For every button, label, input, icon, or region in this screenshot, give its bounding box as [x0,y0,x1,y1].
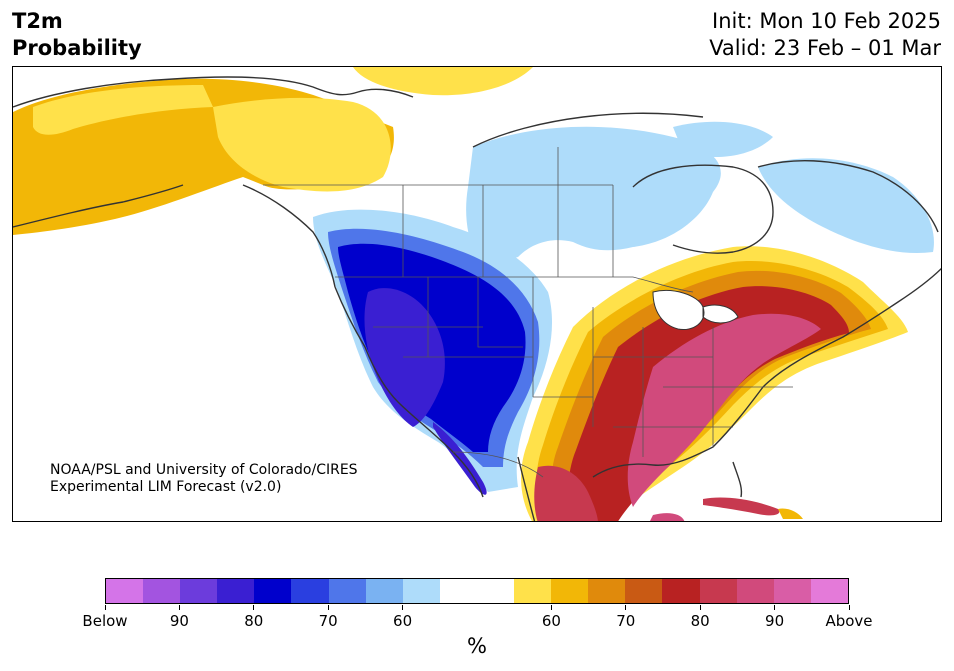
colorbar-tick-label: 90 [169,612,189,630]
great-lakes [652,290,739,331]
colorbar-segment [254,579,292,603]
colorbar-segment [476,579,515,603]
map-panel: NOAA/PSL and University of Colorado/CIRE… [12,66,942,522]
map-title: T2m Probability [12,8,142,62]
colorbar-tick-label: 70 [318,612,338,630]
colorbar-segment [514,579,552,603]
forecast-dates: Init: Mon 10 Feb 2025 Valid: 23 Feb – 01… [709,8,941,62]
mexico-red-region [534,465,598,521]
colorbar-tick [178,605,180,610]
colorbar-tick-label: Above [825,612,873,630]
title-quantity: Probability [12,36,142,60]
colorbar-units: % [467,634,487,658]
colorbar-tick [848,605,850,610]
colorbar-segment [773,579,811,603]
hispaniola-gold-region [778,508,803,519]
colorbar [105,578,849,604]
colorbar-segment [662,579,700,603]
colorbar-segment [588,579,626,603]
colorbar-tick [550,605,552,610]
colorbar-segment [291,579,329,603]
colorbar-segment [551,579,589,603]
colorbar-tick [402,605,404,610]
quebec-light-blue-region [758,158,934,253]
east-magenta-region [627,313,821,507]
colorbar-tick [104,605,106,610]
colorbar-segment [810,579,848,603]
west-violet-region [364,288,445,427]
baffin-light-blue-region [673,121,773,157]
colorbar-segment [217,579,255,603]
init-date: Init: Mon 10 Feb 2025 [712,9,941,33]
colorbar-segment [106,579,144,603]
credit-line2: Experimental LIM Forecast (v2.0) [50,479,282,495]
canada-light-blue-region [466,126,721,267]
mexico-south-magenta-region [650,513,685,521]
colorbar-tick-label: 90 [765,612,785,630]
colorbar-tick-label: 70 [616,612,636,630]
colorbar-tick-label: 60 [541,612,561,630]
alaska-pale-yellow-fringe [33,85,213,135]
credit-line1: NOAA/PSL and University of Colorado/CIRE… [50,462,358,478]
colorbar-tick-label: Below [82,612,128,630]
colorbar-segment [328,579,366,603]
colorbar-segment [699,579,737,603]
colorbar-tick-label: 60 [393,612,413,630]
probability-map [13,67,941,521]
credit-text: NOAA/PSL and University of Colorado/CIRE… [50,462,358,496]
colorbar-tick [327,605,329,610]
colorbar-segment [625,579,663,603]
colorbar-segment [736,579,774,603]
colorbar-tick-label: 80 [690,612,710,630]
political-borders [263,147,793,478]
cuba-red-region [703,497,780,516]
yukon-pale-yellow-region [213,97,391,192]
colorbar-tick [774,605,776,610]
title-variable: T2m [12,9,63,33]
colorbar-segment [180,579,218,603]
colorbar-tick-label: 80 [244,612,264,630]
colorbar-tick [625,605,627,610]
arctic-pale-yellow-region [353,67,533,96]
colorbar-tick [699,605,701,610]
colorbar-segment [439,579,477,603]
valid-date: Valid: 23 Feb – 01 Mar [709,36,941,60]
colorbar-segment [402,579,440,603]
colorbar-segment [365,579,403,603]
colorbar-tick [253,605,255,610]
colorbar-segment [143,579,181,603]
